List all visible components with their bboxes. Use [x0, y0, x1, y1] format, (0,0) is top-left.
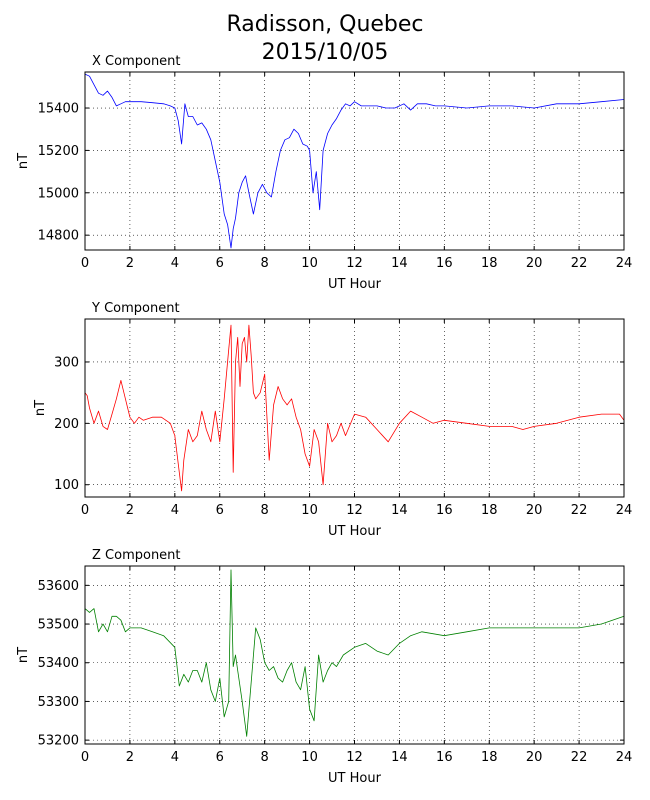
x-tick-label: 6: [216, 503, 224, 518]
y-tick-label: 15400: [38, 102, 79, 117]
x-tick-label: 10: [301, 256, 318, 271]
panel-title: Y Component: [91, 301, 180, 316]
x-tick-label: 18: [481, 503, 498, 518]
x-tick-label: 6: [216, 256, 224, 271]
y-tick-label: 14800: [38, 229, 79, 244]
x-tick-label: 8: [261, 256, 269, 271]
series-line: [84, 569, 625, 737]
y-tick-label: 15200: [38, 144, 79, 159]
y-tick-label: 100: [54, 478, 79, 493]
y-axis-label: nT: [16, 647, 31, 663]
x-tick-label: 12: [346, 750, 363, 765]
x-tick-label: 8: [261, 503, 269, 518]
x-tick-label: 2: [126, 750, 134, 765]
x-tick-label: 22: [571, 750, 588, 765]
x-tick-label: 0: [81, 503, 89, 518]
x-tick-label: 18: [481, 750, 498, 765]
x-tick-label: 10: [301, 503, 318, 518]
y-tick-label: 300: [54, 355, 79, 370]
panel-title: Z Component: [92, 548, 181, 563]
figure-title-line1: Radisson, Quebec: [226, 12, 424, 37]
y-tick-label: 15000: [38, 186, 79, 201]
x-tick-label: 10: [301, 750, 318, 765]
x-tick-label: 8: [261, 750, 269, 765]
x-tick-label: 16: [436, 256, 453, 271]
x-tick-label: 12: [346, 256, 363, 271]
x-tick-label: 14: [391, 750, 408, 765]
x-tick-label: 22: [571, 503, 588, 518]
x-tick-label: 16: [436, 503, 453, 518]
x-tick-label: 20: [526, 750, 543, 765]
series-line: [84, 324, 625, 492]
y-axis-label: nT: [33, 400, 48, 416]
x-tick-label: 24: [616, 750, 633, 765]
y-axis-label: nT: [16, 153, 31, 169]
x-tick-label: 4: [171, 750, 179, 765]
y-tick-label: 200: [54, 417, 79, 432]
y-tick-label: 53600: [38, 579, 79, 594]
y-tick-label: 53300: [38, 695, 79, 710]
panel-title: X Component: [92, 54, 181, 69]
x-tick-label: 18: [481, 256, 498, 271]
x-tick-label: 16: [436, 750, 453, 765]
x-axis-label: UT Hour: [328, 524, 382, 539]
x-axis-label: UT Hour: [328, 771, 382, 786]
y-tick-label: 53200: [38, 734, 79, 749]
y-tick-label: 53400: [38, 656, 79, 671]
series-line: [84, 73, 625, 249]
x-tick-label: 22: [571, 256, 588, 271]
x-tick-label: 4: [171, 256, 179, 271]
x-axis-label: UT Hour: [328, 277, 382, 292]
x-tick-label: 6: [216, 750, 224, 765]
x-tick-label: 24: [616, 256, 633, 271]
x-tick-label: 14: [391, 256, 408, 271]
x-tick-label: 4: [171, 503, 179, 518]
figure-title-line2: 2015/10/05: [261, 40, 389, 65]
x-tick-label: 20: [526, 503, 543, 518]
x-tick-label: 20: [526, 256, 543, 271]
x-tick-label: 0: [81, 256, 89, 271]
x-tick-label: 2: [126, 256, 134, 271]
x-tick-label: 2: [126, 503, 134, 518]
x-tick-label: 0: [81, 750, 89, 765]
panel-3: 0 2 4 6 8 10 12 14 16 18 20 22 245320053300534005350…: [16, 548, 632, 786]
x-tick-label: 24: [616, 503, 633, 518]
x-tick-label: 14: [391, 503, 408, 518]
x-tick-label: 12: [346, 503, 363, 518]
panel-1: 0 2 4 6 8 10 12 14 16 18 20 22 241480015000152001540…: [16, 54, 632, 292]
y-tick-label: 53500: [38, 618, 79, 633]
